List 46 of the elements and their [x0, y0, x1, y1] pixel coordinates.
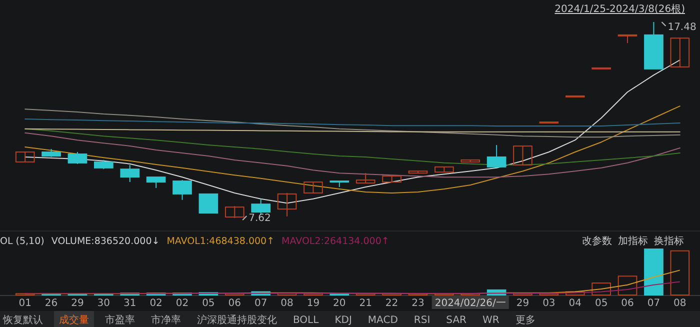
x-tick-label: 22 — [385, 298, 398, 309]
text: 市净率 — [151, 314, 181, 326]
x-tick-label: 07 — [647, 298, 660, 309]
text: MAVOL2:264134.000↑ — [282, 236, 390, 247]
x-tick-label: 07 — [254, 298, 268, 309]
text: 恢复默认 — [2, 314, 43, 326]
x-tick-label: 29 — [516, 298, 530, 309]
x-tick-label: 02 — [176, 298, 189, 309]
x-tick-label: 05 — [202, 298, 215, 309]
text: 改参数 — [582, 235, 612, 247]
text: VOLUME:836520.000↓ — [51, 236, 160, 247]
x-tick-label: 01 — [18, 298, 32, 309]
text: SAR — [446, 315, 467, 326]
text: OL (5,10) — [0, 236, 44, 247]
chart-title: 2024/1/25-2024/3/8(26根) — [554, 3, 686, 15]
x-tick-label: 06 — [621, 298, 634, 309]
x-tick-label: 03 — [542, 298, 556, 309]
x-tick-label: 21 — [359, 298, 372, 309]
text: KDJ — [334, 315, 352, 326]
text: WR — [482, 315, 500, 326]
x-tick-label: 26 — [44, 298, 58, 309]
x-tick-label: 19 — [306, 298, 320, 309]
x-tick-label: 2024/02/26/一 — [434, 298, 506, 309]
text: 更多 — [515, 314, 536, 326]
x-tick-label: 29 — [71, 298, 84, 309]
x-tick-label: 06 — [228, 298, 241, 309]
x-tick-label: 30 — [97, 298, 110, 309]
x-tick-label: 08 — [280, 298, 294, 309]
x-tick-label: 23 — [412, 298, 424, 309]
x-tick-label: 31 — [124, 298, 136, 309]
x-tick-label: 08 — [674, 298, 686, 309]
text: BOLL — [293, 315, 320, 326]
text: 成交量 — [59, 314, 89, 326]
text: 市盈率 — [105, 314, 135, 326]
x-tick-label: 02 — [150, 298, 162, 309]
annotation: 7.62 — [248, 213, 271, 224]
annotation: 17.48 — [668, 22, 696, 33]
text: 沪深股通持股变化 — [197, 314, 277, 326]
text: RSI — [414, 315, 430, 326]
text: MACD — [368, 315, 398, 326]
x-tick-label: 04 — [568, 298, 582, 309]
x-tick-label: 20 — [333, 298, 346, 309]
text: 加指标 — [618, 235, 648, 247]
x-tick-label: 05 — [594, 298, 608, 309]
text: MAVOL1:468438.000↑ — [166, 236, 275, 247]
text: 换指标 — [654, 235, 684, 247]
